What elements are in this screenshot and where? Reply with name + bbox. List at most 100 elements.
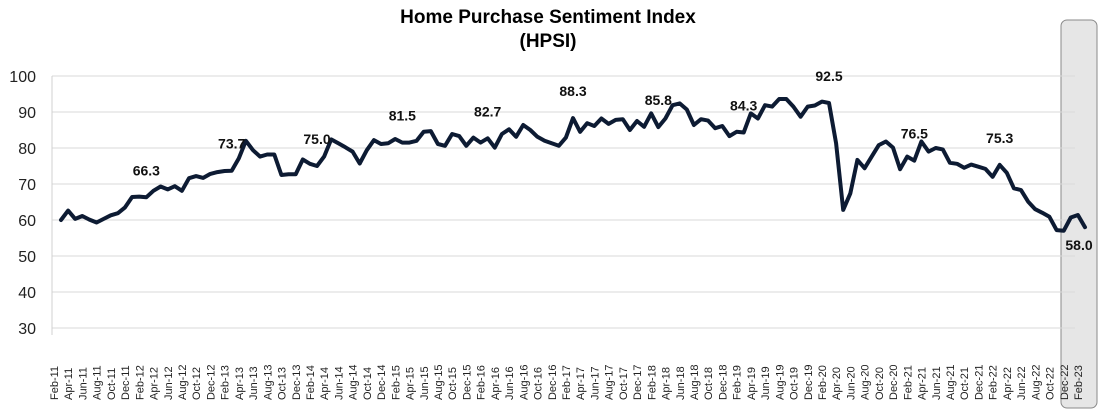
x-tick-label: Jun-11 (77, 367, 89, 400)
data-label: 75.0 (303, 131, 330, 147)
x-tick-label: Dec-14 (376, 365, 388, 400)
x-tick-label: Feb-18 (646, 365, 658, 400)
x-tick-label: Apr-19 (746, 367, 758, 400)
x-tick-label: Aug-14 (348, 365, 360, 400)
x-tick-label: Aug-12 (177, 365, 189, 400)
x-tick-label: Oct-17 (618, 367, 630, 400)
x-tick-label: Apr-20 (831, 367, 843, 400)
data-label: 85.8 (645, 92, 672, 108)
x-tick-label: Oct-15 (447, 367, 459, 400)
data-label: 84.3 (730, 98, 757, 114)
x-tick-label: Jun-19 (760, 366, 772, 400)
x-tick-label: Jun-12 (163, 366, 175, 400)
data-label: 88.3 (559, 83, 586, 99)
x-tick-label: Oct-20 (874, 367, 886, 400)
y-tick-label: 100 (9, 69, 36, 86)
x-tick-label: Jun-22 (1016, 366, 1028, 400)
data-label: 58.0 (1065, 237, 1092, 253)
y-tick-label: 50 (18, 249, 36, 266)
data-label: 81.5 (389, 108, 416, 124)
data-label: 82.7 (474, 103, 501, 119)
x-tick-label: Dec-11 (120, 365, 132, 400)
data-label: 73.7 (218, 136, 245, 152)
x-tick-label: Apr-16 (490, 367, 502, 400)
x-tick-label: Apr-14 (319, 367, 331, 400)
x-tick-label: Dec-19 (803, 365, 815, 400)
series-line (59, 97, 1087, 233)
x-tick-label: Dec-17 (632, 365, 644, 400)
x-tick-label: Feb-12 (134, 365, 146, 400)
x-tick-label: Dec-16 (547, 365, 559, 400)
data-label: 92.5 (815, 68, 842, 84)
chart-subtitle: (HPSI) (520, 31, 577, 52)
x-tick-label: Feb-19 (732, 365, 744, 400)
x-tick-label: Jun-15 (419, 366, 431, 400)
y-tick-label: 30 (18, 321, 36, 338)
x-tick-label: Apr-12 (149, 367, 161, 400)
y-axis-ticks: 30 40 50 60 70 80 90 100 (9, 69, 36, 338)
x-tick-label: Dec-18 (717, 365, 729, 400)
y-tick-label: 40 (18, 285, 36, 302)
x-tick-label: Feb-16 (476, 365, 488, 400)
x-tick-label: Apr-13 (234, 367, 246, 400)
data-labels: 66.3 73.7 75.0 81.5 82.7 88.3 85.8 84.3 92.5 76.5… (133, 68, 1093, 253)
x-tick-label: Dec-13 (291, 365, 303, 400)
x-tick-label: Feb-14 (305, 365, 317, 400)
y-tick-label: 90 (18, 105, 36, 122)
x-tick-label: Aug-19 (774, 365, 786, 400)
x-tick-label: Oct-11 (106, 368, 118, 400)
x-tick-label: Oct-13 (277, 367, 289, 400)
x-tick-label: Apr-18 (661, 367, 673, 400)
x-tick-label: Apr-17 (575, 367, 587, 400)
x-tick-label: Dec-22 (1059, 365, 1071, 400)
x-tick-label: Aug-16 (518, 365, 530, 400)
x-tick-label: Aug-13 (262, 365, 274, 400)
x-tick-label: Jun-21 (931, 366, 943, 400)
x-tick-label: Oct-18 (703, 367, 715, 400)
x-tick-label: Jun-17 (589, 366, 601, 400)
x-tick-label: Aug-22 (1030, 365, 1042, 400)
x-tick-label: Oct-21 (959, 367, 971, 400)
x-tick-label: Jun-20 (845, 366, 857, 400)
x-tick-label: Feb-23 (1073, 365, 1085, 400)
x-tick-label: Aug-18 (689, 365, 701, 400)
x-tick-label: Apr-15 (405, 367, 417, 400)
x-tick-label: Feb-20 (817, 365, 829, 400)
x-tick-label: Oct-16 (533, 367, 545, 400)
x-tick-label: Feb-22 (988, 365, 1000, 400)
x-tick-label: Oct-22 (1045, 367, 1057, 400)
x-tick-label: Jun-13 (248, 366, 260, 400)
x-tick-label: Feb-17 (561, 365, 573, 400)
x-tick-label: Apr-11 (63, 368, 75, 400)
data-label: 76.5 (901, 126, 928, 142)
x-tick-label: Aug-21 (945, 365, 957, 400)
x-tick-label: Aug-17 (604, 365, 616, 400)
data-label: 66.3 (133, 162, 160, 178)
data-label: 75.3 (986, 130, 1013, 146)
x-tick-label: Dec-21 (973, 365, 985, 400)
x-tick-label: Jun-16 (504, 366, 516, 400)
x-axis-ticks: Feb-11 Apr-11 Jun-11 Aug-11 Oct-11 Dec-11 Feb-… (49, 365, 1085, 400)
x-tick-label: Apr-22 (1002, 367, 1014, 400)
x-tick-label: Feb-15 (390, 365, 402, 400)
x-tick-label: Oct-19 (789, 367, 801, 400)
x-tick-label: Jun-18 (675, 366, 687, 400)
gridlines (52, 75, 1075, 329)
x-tick-label: Dec-12 (205, 365, 217, 400)
y-tick-label: 60 (18, 213, 36, 230)
y-tick-label: 70 (18, 177, 36, 194)
chart-title: Home Purchase Sentiment Index (400, 7, 696, 28)
x-tick-label: Dec-15 (461, 365, 473, 400)
x-tick-label: Feb-13 (220, 365, 232, 400)
x-tick-label: Oct-12 (191, 367, 203, 400)
x-tick-label: Apr-21 (917, 367, 929, 400)
x-tick-label: Oct-14 (362, 367, 374, 400)
x-tick-label: Aug-15 (433, 365, 445, 400)
x-tick-label: Jun-14 (333, 366, 345, 400)
x-tick-label: Feb-11 (49, 366, 61, 400)
x-tick-label: Dec-20 (888, 365, 900, 400)
x-tick-label: Feb-21 (902, 365, 914, 400)
x-tick-label: Aug-11 (92, 365, 104, 400)
x-tick-label: Aug-20 (860, 365, 872, 400)
